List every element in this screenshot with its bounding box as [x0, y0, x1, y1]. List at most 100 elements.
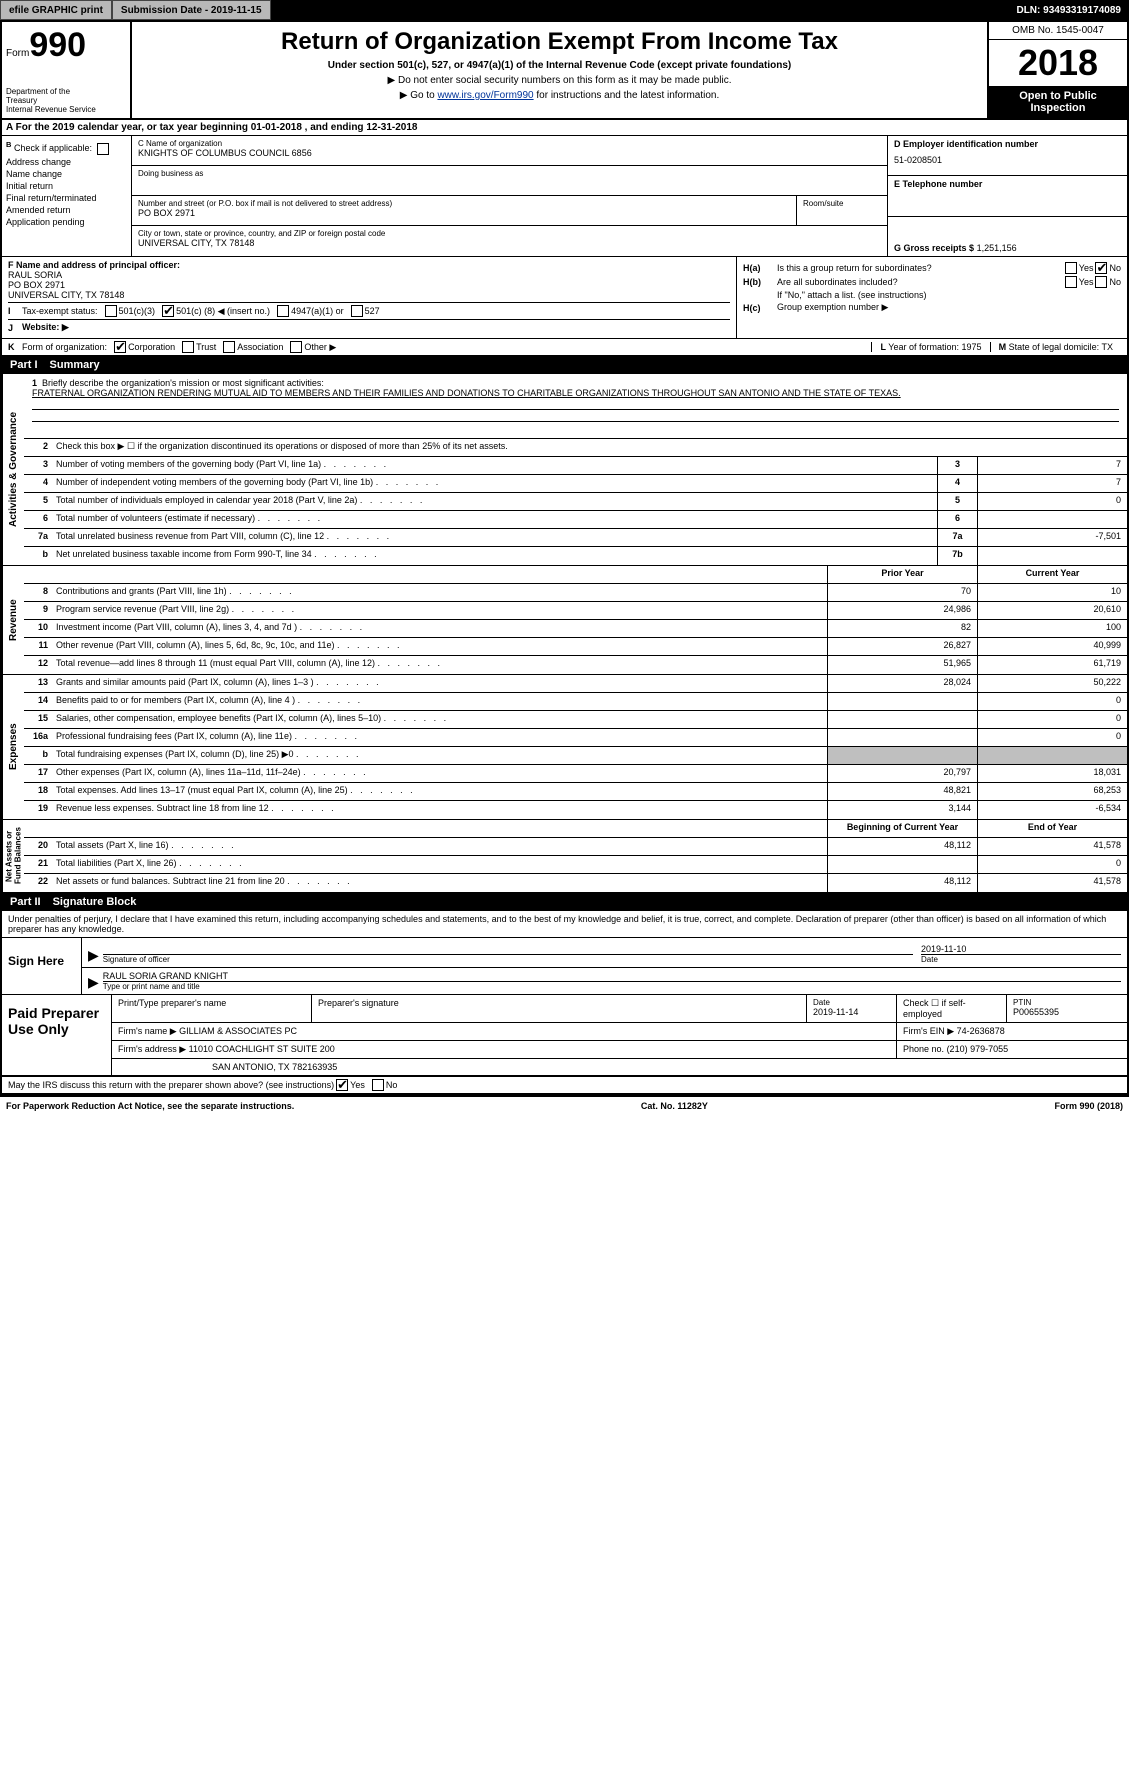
sig-date: 2019-11-10: [921, 944, 1121, 955]
firm-name: GILLIAM & ASSOCIATES PC: [179, 1026, 297, 1036]
l7b-box: 7b: [937, 547, 977, 565]
discuss-no: No: [386, 1080, 398, 1090]
row-j: J Website: ▶: [8, 319, 730, 335]
open-public: Open to Public Inspection: [989, 86, 1127, 118]
street-cell: Number and street (or P.O. box if mail i…: [132, 196, 797, 225]
part2-title: Signature Block: [53, 896, 137, 908]
o-527: 527: [365, 306, 380, 316]
cell-street: Number and street (or P.O. box if mail i…: [132, 196, 887, 226]
discuss-yes: Yes: [350, 1080, 365, 1090]
gross-value: 1,251,156: [977, 243, 1017, 253]
activities-body: 1 Briefly describe the organization's mi…: [24, 374, 1127, 565]
cb-527[interactable]: [351, 305, 363, 317]
sign-here-block: Sign Here ▶ Signature of officer 2019-11…: [2, 938, 1127, 995]
hb-no: No: [1109, 277, 1121, 287]
efile-print-button[interactable]: efile GRAPHIC print: [0, 0, 112, 20]
toolbar-spacer: [271, 0, 1009, 20]
gross-label: G Gross receipts $: [894, 243, 974, 253]
l7a-n: 7a: [24, 529, 52, 546]
l6-box: 6: [937, 511, 977, 528]
section-netassets: Net Assets or Fund Balances Beginning of…: [2, 820, 1127, 893]
submission-date-button[interactable]: Submission Date - 2019-11-15: [112, 0, 271, 20]
page-footer: For Paperwork Reduction Act Notice, see …: [0, 1097, 1129, 1115]
opt-address-change[interactable]: Address change: [6, 157, 127, 167]
table-row: 21Total liabilities (Part X, line 26)0: [24, 856, 1127, 874]
cb-assoc[interactable]: [223, 341, 235, 353]
l-cell: L Year of formation: 1975: [871, 342, 989, 352]
table-row: 19Revenue less expenses. Subtract line 1…: [24, 801, 1127, 819]
ha-label: H(a): [743, 263, 777, 273]
cb-501c3[interactable]: [105, 305, 117, 317]
i-label: Tax-exempt status:: [22, 306, 98, 316]
cell-gross: G Gross receipts $ 1,251,156: [888, 217, 1127, 256]
opt-initial-return[interactable]: Initial return: [6, 181, 127, 191]
section-expenses: Expenses 13Grants and similar amounts pa…: [2, 675, 1127, 820]
col-b-title: B Check if applicable:: [6, 140, 127, 155]
hrow-b-note: If "No," attach a list. (see instruction…: [743, 290, 1121, 300]
b-main-checkbox[interactable]: [97, 143, 109, 155]
hb-yes-cb[interactable]: [1065, 276, 1077, 288]
table-row: 8Contributions and grants (Part VIII, li…: [24, 584, 1127, 602]
f-label: F Name and address of principal officer:: [8, 260, 730, 270]
cell-dba: Doing business as: [132, 166, 887, 196]
ha-yes: Yes: [1079, 263, 1094, 273]
firm-phone-label: Phone no.: [903, 1044, 944, 1054]
ha-yes-cb[interactable]: [1065, 262, 1077, 274]
opt-application-pending[interactable]: Application pending: [6, 217, 127, 227]
l4-t: Number of independent voting members of …: [52, 475, 937, 492]
name-label: C Name of organization: [138, 139, 881, 148]
mission-rule3: [32, 422, 1119, 434]
hb-no-cb[interactable]: [1095, 276, 1107, 288]
cb-other[interactable]: [290, 341, 302, 353]
cb-trust[interactable]: [182, 341, 194, 353]
hdr-current: Current Year: [977, 566, 1127, 583]
opt-final-return[interactable]: Final return/terminated: [6, 193, 127, 203]
opt-amended-return[interactable]: Amended return: [6, 205, 127, 215]
table-row: 10Investment income (Part VIII, column (…: [24, 620, 1127, 638]
firm-name-label: Firm's name ▶: [118, 1026, 177, 1036]
l4-box: 4: [937, 475, 977, 492]
footer-right: Form 990 (2018): [1054, 1101, 1123, 1111]
hb-note: If "No," attach a list. (see instruction…: [777, 290, 926, 300]
irs-link[interactable]: www.irs.gov/Form990: [437, 90, 533, 101]
discuss-yes-cb[interactable]: [336, 1079, 348, 1091]
l5-box: 5: [937, 493, 977, 510]
row-k-lm: K Form of organization: Corporation Trus…: [2, 339, 1127, 356]
vlabel-revenue: Revenue: [2, 566, 24, 674]
firm-ein-cell: Firm's EIN ▶ 74-2636878: [897, 1023, 1127, 1040]
cb-501c[interactable]: [162, 305, 174, 317]
prep-row3: Firm's address ▶ 11010 COACHLIGHT ST SUI…: [112, 1041, 1127, 1059]
line-2: 2 Check this box ▶ ☐ if the organization…: [24, 439, 1127, 457]
header-mid: Return of Organization Exempt From Incom…: [132, 22, 987, 118]
hrow-b: H(b) Are all subordinates included? Yes …: [743, 276, 1121, 288]
phone-label: E Telephone number: [894, 179, 1121, 189]
street-label: Number and street (or P.O. box if mail i…: [138, 199, 790, 208]
firm-name-cell: Firm's name ▶ GILLIAM & ASSOCIATES PC: [112, 1023, 897, 1040]
city-label: City or town, state or province, country…: [138, 229, 881, 238]
l7b-n: b: [24, 547, 52, 565]
cell-city: City or town, state or province, country…: [132, 226, 887, 256]
cb-4947[interactable]: [277, 305, 289, 317]
k-trust: Trust: [196, 342, 216, 352]
firm-addr: 11010 COACHLIGHT ST SUITE 200: [189, 1044, 335, 1054]
prep-date: 2019-11-14: [813, 1007, 890, 1017]
table-row: 9Program service revenue (Part VIII, lin…: [24, 602, 1127, 620]
cb-corp[interactable]: [114, 341, 126, 353]
form-prefix: Form: [6, 48, 29, 59]
k-lead: K: [8, 342, 22, 352]
header-left: Form990 Department of the Treasury Inter…: [2, 22, 132, 118]
prep-ptin-cell: PTINP00655395: [1007, 995, 1127, 1022]
discuss-no-cb[interactable]: [372, 1079, 384, 1091]
ha-no-cb[interactable]: [1095, 262, 1107, 274]
o-501c-c: ) ◀ (insert no.): [212, 306, 270, 317]
row-a: A For the 2019 calendar year, or tax yea…: [2, 120, 1127, 136]
discuss-text: May the IRS discuss this return with the…: [8, 1080, 334, 1090]
preparer-label: Paid Preparer Use Only: [2, 995, 112, 1075]
street-value: PO BOX 2971: [138, 208, 790, 218]
l7b-t: Net unrelated business taxable income fr…: [52, 547, 937, 565]
line-6: 6 Total number of volunteers (estimate i…: [24, 511, 1127, 529]
sig-officer-cell: Signature of officer: [103, 941, 913, 964]
section-activities: Activities & Governance 1 Briefly descri…: [2, 374, 1127, 566]
col-de: D Employer identification number 51-0208…: [887, 136, 1127, 256]
opt-name-change[interactable]: Name change: [6, 169, 127, 179]
